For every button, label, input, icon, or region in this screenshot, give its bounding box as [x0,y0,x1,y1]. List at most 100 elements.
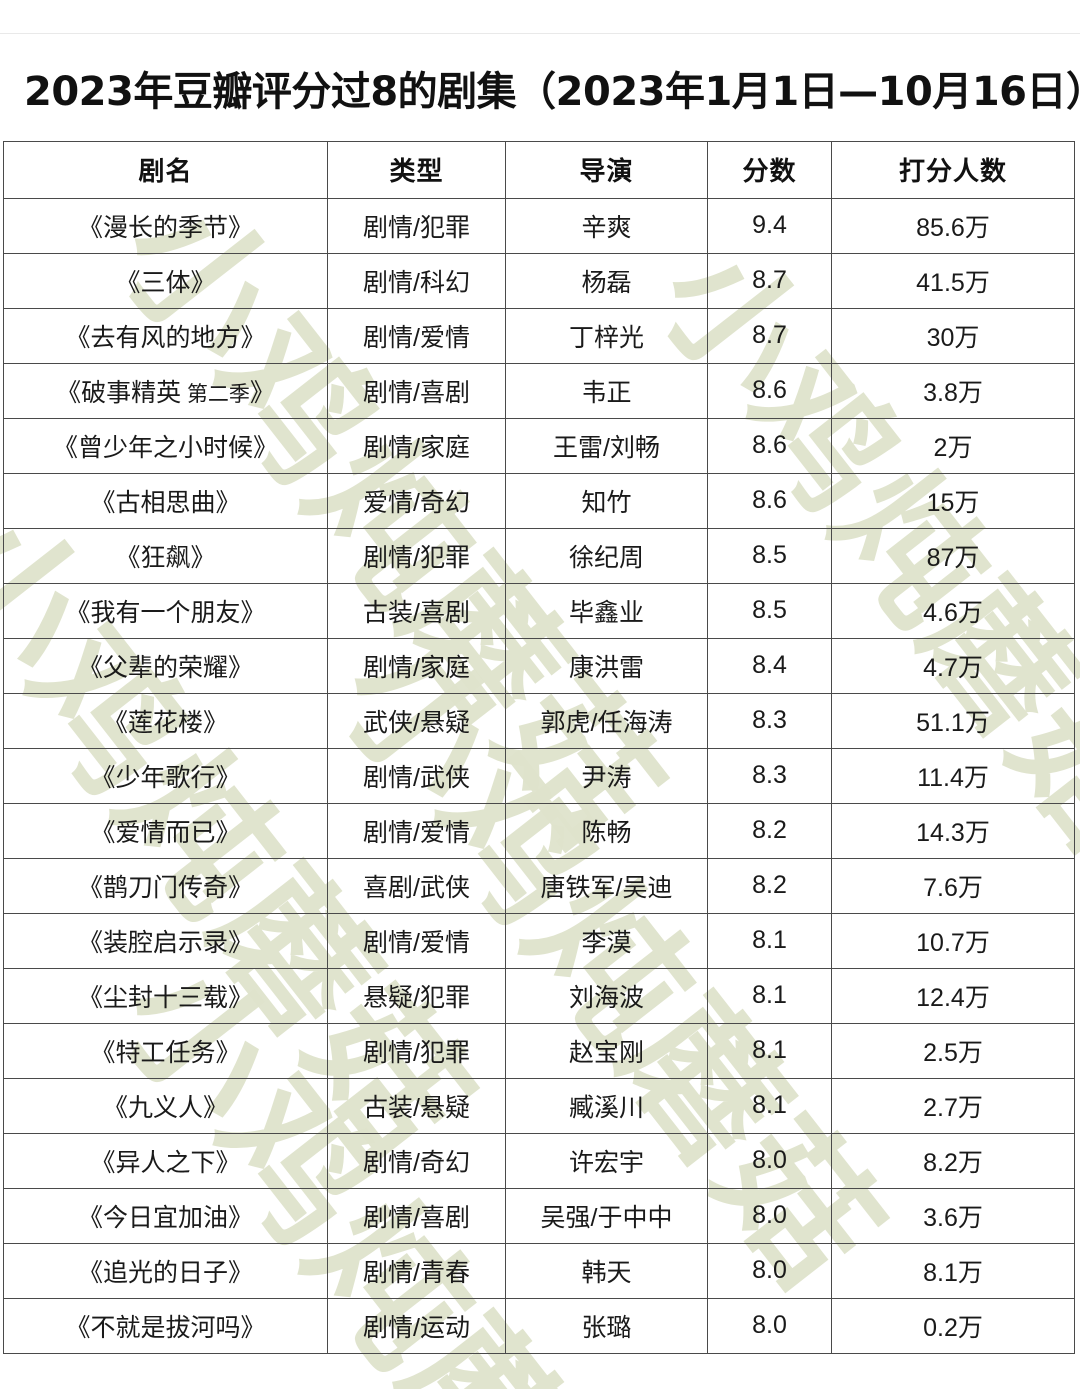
cell-score: 9.4 [707,197,832,254]
table-row: 《去有风的地方》 剧情/爱情 丁梓光 8.7 30万 [3,307,1075,364]
cell-drama-title: 《不就是拔河吗》 [3,1297,328,1354]
cell-director: 杨磊 [505,252,708,309]
cell-genre: 古装/喜剧 [327,582,506,639]
table-row: 《曾少年之小时候》 剧情/家庭 王雷/刘畅 8.6 2万 [3,417,1075,474]
cell-drama-title: 《漫长的季节》 [3,197,328,254]
table-row: 《莲花楼》 武侠/悬疑 郭虎/任海涛 8.3 51.1万 [3,692,1075,749]
cell-genre: 剧情/犯罪 [327,197,506,254]
cell-genre: 剧情/喜剧 [327,362,506,419]
cell-score: 8.0 [707,1132,832,1189]
cell-genre: 武侠/悬疑 [327,692,506,749]
cell-score: 8.6 [707,417,832,474]
column-header-genre: 类型 [327,140,506,199]
cell-genre: 剧情/奇幻 [327,1132,506,1189]
cell-rater-count: 10.7万 [831,912,1075,969]
cell-rater-count: 2.5万 [831,1022,1075,1079]
cell-score: 8.1 [707,1022,832,1079]
cell-genre: 剧情/喜剧 [327,1187,506,1244]
cell-director: 辛爽 [505,197,708,254]
table-row: 《父辈的荣耀》 剧情/家庭 康洪雷 8.4 4.7万 [3,637,1075,694]
cell-director: 刘海波 [505,967,708,1024]
table-row: 《狂飙》 剧情/犯罪 徐纪周 8.5 87万 [3,527,1075,584]
cell-director: 尹涛 [505,747,708,804]
cell-score: 8.1 [707,967,832,1024]
cell-drama-title: 《爱情而已》 [3,802,328,859]
cell-genre: 剧情/青春 [327,1242,506,1299]
cell-score: 8.2 [707,857,832,914]
ranking-table-wrapper: 剧名 类型 导演 分数 打分人数 《漫长的季节》 剧情/犯罪 辛爽 9.4 85.6万《… [0,140,1080,1354]
cell-drama-title: 《三体》 [3,252,328,309]
cell-genre: 剧情/运动 [327,1297,506,1354]
cell-director: 丁梓光 [505,307,708,364]
cell-genre: 古装/悬疑 [327,1077,506,1134]
cell-genre: 喜剧/武侠 [327,857,506,914]
cell-rater-count: 8.2万 [831,1132,1075,1189]
cell-genre: 剧情/犯罪 [327,1022,506,1079]
drama-title-main: 《破事精英 [56,378,182,407]
cell-director: 知竹 [505,472,708,529]
cell-genre: 剧情/爱情 [327,802,506,859]
table-row: 《漫长的季节》 剧情/犯罪 辛爽 9.4 85.6万 [3,197,1075,254]
cell-rater-count: 85.6万 [831,197,1075,254]
cell-score: 8.3 [707,692,832,749]
cell-director: 韦正 [505,362,708,419]
table-row: 《古相思曲》 爱情/奇幻 知竹 8.6 15万 [3,472,1075,529]
cell-director: 许宏宇 [505,1132,708,1189]
cell-drama-title: 《父辈的荣耀》 [3,637,328,694]
cell-rater-count: 0.2万 [831,1297,1075,1354]
table-row: 《特工任务》 剧情/犯罪 赵宝刚 8.1 2.5万 [3,1022,1075,1079]
top-edge-strip [0,32,1080,34]
cell-rater-count: 87万 [831,527,1075,584]
cell-genre: 悬疑/犯罪 [327,967,506,1024]
cell-rater-count: 51.1万 [831,692,1075,749]
cell-drama-title: 《追光的日子》 [3,1242,328,1299]
cell-drama-title: 《尘封十三载》 [3,967,328,1024]
table-row: 《鹊刀门传奇》 喜剧/武侠 唐铁军/吴迪 8.2 7.6万 [3,857,1075,914]
cell-drama-title: 《今日宜加油》 [3,1187,328,1244]
column-header-title: 剧名 [3,140,328,199]
table-row: 《追光的日子》 剧情/青春 韩天 8.0 8.1万 [3,1242,1075,1299]
cell-score: 8.7 [707,252,832,309]
cell-genre: 爱情/奇幻 [327,472,506,529]
table-header-row: 剧名 类型 导演 分数 打分人数 [3,140,1075,199]
drama-title-tail: 》 [249,378,275,407]
cell-genre: 剧情/爱情 [327,912,506,969]
cell-drama-title: 《去有风的地方》 [3,307,328,364]
cell-score: 8.2 [707,802,832,859]
table-row: 《破事精英 第二季》 剧情/喜剧 韦正 8.6 3.8万 [3,362,1075,419]
table-row: 《少年歌行》 剧情/武侠 尹涛 8.3 11.4万 [3,747,1075,804]
cell-score: 8.0 [707,1187,832,1244]
cell-rater-count: 7.6万 [831,857,1075,914]
cell-director: 臧溪川 [505,1077,708,1134]
cell-director: 陈畅 [505,802,708,859]
cell-score: 8.0 [707,1242,832,1299]
cell-score: 8.3 [707,747,832,804]
cell-drama-title: 《我有一个朋友》 [3,582,328,639]
table-body: 《漫长的季节》 剧情/犯罪 辛爽 9.4 85.6万 《三体》 剧情/科幻 杨磊 8.7 41.5… [3,197,1075,1354]
column-header-score: 分数 [707,140,832,199]
table-row: 《异人之下》 剧情/奇幻 许宏宇 8.0 8.2万 [3,1132,1075,1189]
cell-score: 8.6 [707,472,832,529]
table-head: 剧名 类型 导演 分数 打分人数 [3,140,1075,199]
cell-drama-title: 《装腔启示录》 [3,912,328,969]
cell-director: 张璐 [505,1297,708,1354]
cell-rater-count: 2万 [831,417,1075,474]
cell-director: 吴强/于中中 [505,1187,708,1244]
cell-drama-title: 《异人之下》 [3,1132,328,1189]
cell-rater-count: 2.7万 [831,1077,1075,1134]
table-row: 《爱情而已》 剧情/爱情 陈畅 8.2 14.3万 [3,802,1075,859]
cell-score: 8.6 [707,362,832,419]
cell-score: 8.4 [707,637,832,694]
cell-rater-count: 4.7万 [831,637,1075,694]
cell-director: 徐纪周 [505,527,708,584]
page-title: 2023年豆瓣评分过8的剧集（2023年1月1日—10月16日） [24,68,1080,115]
cell-director: 毕鑫业 [505,582,708,639]
cell-director: 韩天 [505,1242,708,1299]
ranking-table: 剧名 类型 导演 分数 打分人数 《漫长的季节》 剧情/犯罪 辛爽 9.4 85.6万《… [3,140,1075,1354]
cell-drama-title: 《破事精英 第二季》 [3,362,328,419]
column-header-raters: 打分人数 [831,140,1075,199]
cell-director: 郭虎/任海涛 [505,692,708,749]
cell-genre: 剧情/武侠 [327,747,506,804]
cell-director: 赵宝刚 [505,1022,708,1079]
cell-drama-title: 《古相思曲》 [3,472,328,529]
